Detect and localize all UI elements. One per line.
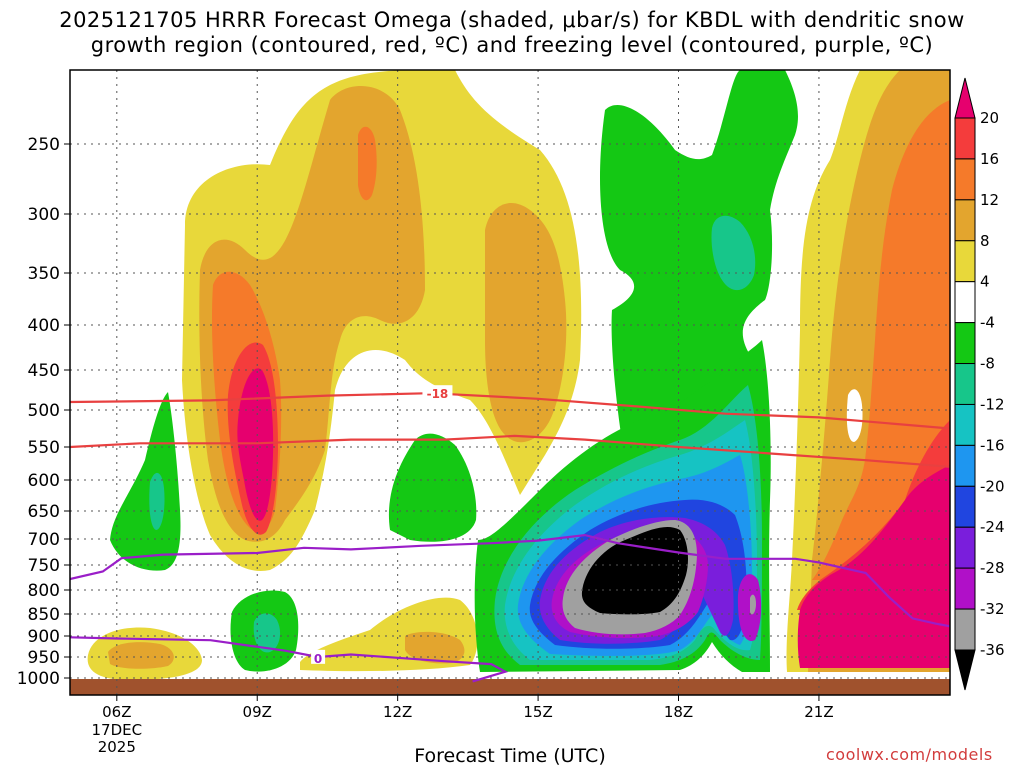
omega-region-neg4-left xyxy=(110,392,181,571)
omega-region-pos8-bottomleft xyxy=(108,642,174,669)
y-tick-label: 300 xyxy=(28,205,60,225)
freezing-level-lower xyxy=(70,636,509,683)
colorbar-tick-label: -24 xyxy=(980,518,1005,536)
colorbar-bin xyxy=(954,444,976,487)
chart-title-line2: growth region (contoured, red, ºC) and f… xyxy=(90,33,934,57)
dgz-upper-contour xyxy=(70,392,950,430)
colorbar-arrow-bottom xyxy=(954,649,976,691)
omega-shading xyxy=(70,70,950,695)
omega-region-pos12b xyxy=(358,126,377,201)
contour-label-bg xyxy=(311,649,326,664)
colorbar-bin xyxy=(954,363,976,405)
omega-region-pos8b xyxy=(485,202,567,443)
colorbar-bin xyxy=(954,526,976,569)
colorbar-bin xyxy=(954,240,976,283)
colorbar-tick-label: 4 xyxy=(980,273,990,291)
colorbar-bin xyxy=(954,281,976,324)
colorbar-tick-label: -36 xyxy=(980,641,1005,659)
x-tick-label: 09Z xyxy=(243,703,272,721)
colorbar-bin xyxy=(954,567,976,610)
plot-frame xyxy=(69,69,951,696)
temperature-contours: -18 0 xyxy=(70,385,950,683)
omega-region-neg4-mid xyxy=(388,433,477,542)
dgz-lower-contour xyxy=(70,434,950,468)
colorbar-bin xyxy=(954,199,976,242)
colorbar-tick-label: -28 xyxy=(980,559,1005,577)
y-tick-label: 650 xyxy=(28,502,60,522)
omega-region-pos8-bottommid xyxy=(405,631,465,664)
y-tick-label: 850 xyxy=(28,605,60,625)
contour-label-freezing: 0 xyxy=(314,652,322,666)
x-tick-label: 21Z xyxy=(804,703,833,721)
omega-region-neg8-lowleft xyxy=(253,613,281,653)
x-tick-label: 18Z xyxy=(664,703,693,721)
colorbar-bin xyxy=(954,485,976,528)
x-tick-label: 06Z xyxy=(102,703,131,721)
chart-title-line1: 2025121705 HRRR Forecast Omega (shaded, … xyxy=(59,8,965,32)
y-tick-label: 750 xyxy=(28,556,60,576)
y-tick-label: 550 xyxy=(28,438,60,458)
y-tick-label: 600 xyxy=(28,471,60,491)
colorbar-tick-label: -16 xyxy=(980,436,1005,454)
date-label: 17DEC xyxy=(92,721,143,739)
y-tick-label: 250 xyxy=(28,135,60,155)
contour-label-dgz: -18 xyxy=(427,387,449,401)
omega-region-white-hole xyxy=(846,389,863,442)
omega-region-neg8-left xyxy=(149,472,165,530)
colorbar-bin xyxy=(954,158,976,201)
terrain-ground xyxy=(70,679,950,695)
colorbar-tick-label: 12 xyxy=(980,191,999,209)
colorbar-tick-label: -20 xyxy=(980,477,1005,495)
freezing-level-upper xyxy=(70,533,950,628)
omega-region-pos12-right xyxy=(812,100,950,580)
y-tick-label: 900 xyxy=(28,627,60,647)
colorbar-bin xyxy=(954,117,976,160)
colorbar: 20 16 12 8 4 -4 -8 -12 -16 -20 -24 -28 -32 -36 xyxy=(954,77,1005,691)
omega-region-neg32-small xyxy=(750,594,756,615)
colorbar-tick-label: -4 xyxy=(980,314,995,332)
colorbar-tick-label: 20 xyxy=(980,109,999,127)
colorbar-bin xyxy=(954,322,976,365)
x-axis-label: Forecast Time (UTC) xyxy=(414,745,606,767)
y-tick-label: 950 xyxy=(28,648,60,668)
omega-region-neg8-upper xyxy=(711,215,756,291)
colorbar-bin xyxy=(954,403,976,446)
y-tick-label: 800 xyxy=(28,581,60,601)
x-tick-label: 15Z xyxy=(523,703,552,721)
contour-label-bg xyxy=(422,385,453,400)
colorbar-tick-label: -32 xyxy=(980,600,1005,618)
colorbar-arrow-top xyxy=(954,77,976,119)
colorbar-tick-label: -12 xyxy=(980,395,1005,413)
y-axis: 2503003504004505005506006507007508008509… xyxy=(17,135,70,689)
y-tick-label: 400 xyxy=(28,316,60,336)
x-tick-label: 12Z xyxy=(383,703,412,721)
colorbar-bin xyxy=(954,608,976,651)
colorbar-tick-label: 16 xyxy=(980,150,999,168)
colorbar-tick-label: -8 xyxy=(980,355,995,373)
y-tick-label: 500 xyxy=(28,401,60,421)
date-label: 2025 xyxy=(98,738,136,756)
credit-text: coolwx.com/models xyxy=(826,745,993,764)
colorbar-tick-label: 8 xyxy=(980,232,990,250)
omega-region-pos20 xyxy=(237,368,274,521)
y-tick-label: 450 xyxy=(28,361,60,381)
y-tick-label: 350 xyxy=(28,264,60,284)
y-tick-label: 1000 xyxy=(17,669,60,689)
y-tick-label: 700 xyxy=(28,530,60,550)
omega-region-neg28-small xyxy=(737,574,762,641)
